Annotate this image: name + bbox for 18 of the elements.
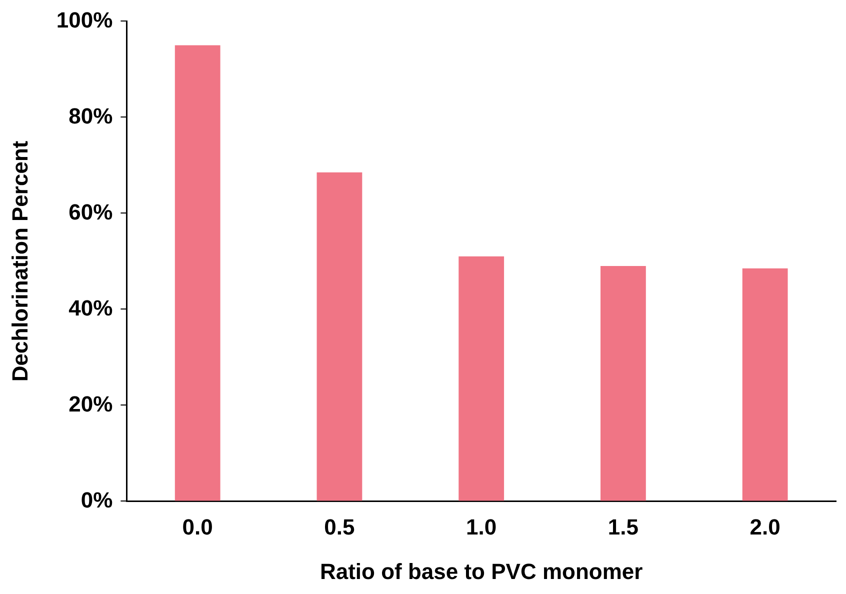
y-tick-label: 80% — [68, 103, 113, 128]
y-tick-label: 20% — [68, 391, 113, 416]
bar — [174, 45, 220, 501]
x-axis-title: Ratio of base to PVC monomer — [320, 558, 644, 584]
x-tick-label: 2.0 — [750, 514, 780, 540]
bar — [458, 256, 504, 501]
bar — [316, 172, 362, 501]
x-tick-label: 1.0 — [466, 514, 497, 540]
y-tick-label: 60% — [68, 199, 113, 224]
x-tick-label: 0.5 — [324, 514, 355, 540]
x-tick-label: 1.5 — [608, 514, 638, 540]
y-axis-title: Dechlorination Percent — [7, 140, 32, 382]
y-tick-label: 40% — [68, 295, 113, 320]
x-tick-label: 0.0 — [182, 514, 213, 540]
y-tick-label: 100% — [56, 7, 113, 32]
y-tick-label: 0% — [80, 487, 113, 512]
bar — [600, 266, 646, 501]
bar — [742, 268, 788, 501]
